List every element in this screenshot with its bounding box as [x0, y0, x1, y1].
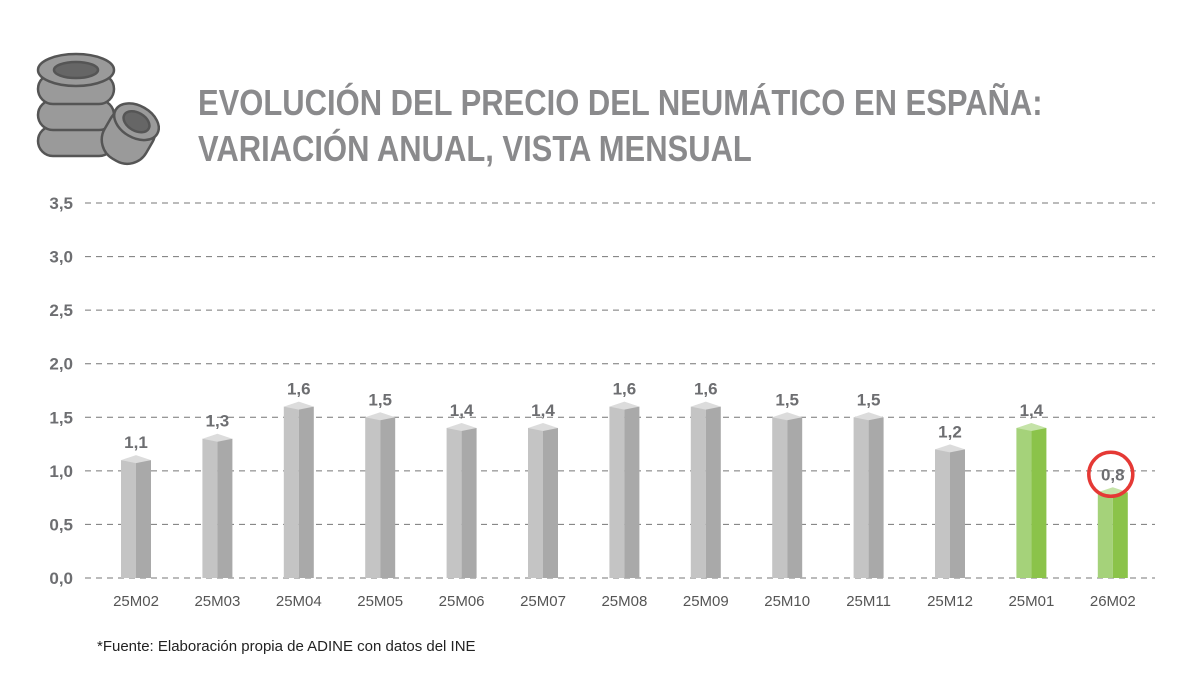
bar-right-face: [217, 438, 233, 578]
x-tick-label: 25M10: [764, 593, 810, 610]
bar-left-face: [935, 449, 950, 578]
bar-cap: [935, 444, 965, 453]
x-tick-label: 25M07: [520, 593, 566, 610]
y-tick-label: 2,5: [49, 301, 73, 320]
bar-right-face: [624, 406, 640, 578]
bar-cap: [202, 433, 233, 442]
bar-cap: [690, 401, 721, 410]
bar-left-face: [609, 406, 625, 578]
bar-right-face: [543, 428, 558, 578]
data-label: 1,6: [694, 380, 718, 399]
bar-right-face: [1112, 492, 1128, 578]
bar-right-face: [461, 428, 477, 578]
bar-right-face: [705, 406, 721, 578]
y-tick-label: 2,0: [49, 355, 73, 374]
bar-cap: [528, 423, 558, 431]
bar-left-face: [772, 417, 788, 578]
bar-right-face: [298, 406, 314, 578]
x-tick-label: 25M01: [1008, 593, 1054, 610]
source-note: *Fuente: Elaboración propia de ADINE con…: [97, 638, 476, 655]
bar-left-face: [528, 428, 543, 578]
y-tick-label: 1,0: [49, 462, 73, 481]
x-tick-label: 25M06: [439, 593, 485, 610]
data-label: 1,4: [450, 401, 474, 420]
data-label: 1,5: [775, 390, 799, 409]
bar-cap: [283, 401, 314, 410]
bar-cap: [1016, 423, 1047, 431]
bar-right-face: [1031, 428, 1047, 578]
bar-cap: [609, 401, 640, 410]
x-tick-label: 25M12: [927, 593, 973, 610]
bar-right-face: [950, 449, 965, 578]
bar-right-face: [136, 460, 151, 578]
x-tick-label: 25M09: [683, 593, 729, 610]
y-tick-label: 0,0: [49, 569, 73, 588]
data-label: 1,5: [857, 390, 881, 409]
data-label: 1,4: [1020, 401, 1044, 420]
bar-cap: [772, 412, 803, 421]
data-label: 1,6: [613, 380, 637, 399]
x-tick-label: 25M02: [113, 593, 159, 610]
data-label: 1,5: [368, 390, 392, 409]
bar-left-face: [121, 460, 136, 578]
bar-right-face: [787, 417, 803, 578]
bar-cap: [446, 423, 477, 431]
bar-left-face: [365, 417, 381, 578]
title-line-2: VARIACIÓN ANUAL, VISTA MENSUAL: [198, 128, 752, 169]
x-tick-label: 25M08: [601, 593, 647, 610]
y-tick-label: 0,5: [49, 515, 73, 534]
bar-left-face: [853, 417, 869, 578]
bar-left-face: [690, 406, 706, 578]
data-label: 1,1: [124, 433, 148, 452]
x-tick-label: 25M03: [194, 593, 240, 610]
bar-left-face: [283, 406, 299, 578]
tire-stack-icon: [36, 52, 160, 166]
bar-cap: [121, 455, 151, 464]
bar-right-face: [380, 417, 396, 578]
data-label: 1,4: [531, 401, 555, 420]
x-tick-label: 26M02: [1090, 593, 1136, 610]
chart-title: EVOLUCIÓN DEL PRECIO DEL NEUMÁTICO EN ES…: [198, 80, 1043, 172]
data-label: 1,3: [206, 412, 230, 431]
x-tick-label: 25M04: [276, 593, 322, 610]
y-tick-label: 1,5: [49, 408, 73, 427]
y-tick-label: 3,0: [49, 248, 73, 267]
data-label: 0,8: [1101, 465, 1125, 484]
bar-cap: [365, 412, 396, 421]
bar-right-face: [868, 417, 884, 578]
data-label: 1,2: [938, 422, 962, 441]
x-tick-label: 25M05: [357, 593, 403, 610]
bar-left-face: [1097, 492, 1113, 578]
y-tick-label: 3,5: [49, 194, 73, 213]
highlight-circle: [1087, 450, 1135, 499]
x-tick-label: 25M11: [846, 593, 891, 610]
bar-left-face: [446, 428, 462, 578]
bar-left-face: [1016, 428, 1032, 578]
bar-cap: [853, 412, 884, 421]
bar-left-face: [202, 438, 218, 578]
title-line-1: EVOLUCIÓN DEL PRECIO DEL NEUMÁTICO EN ES…: [198, 82, 1043, 123]
data-label: 1,6: [287, 380, 311, 399]
